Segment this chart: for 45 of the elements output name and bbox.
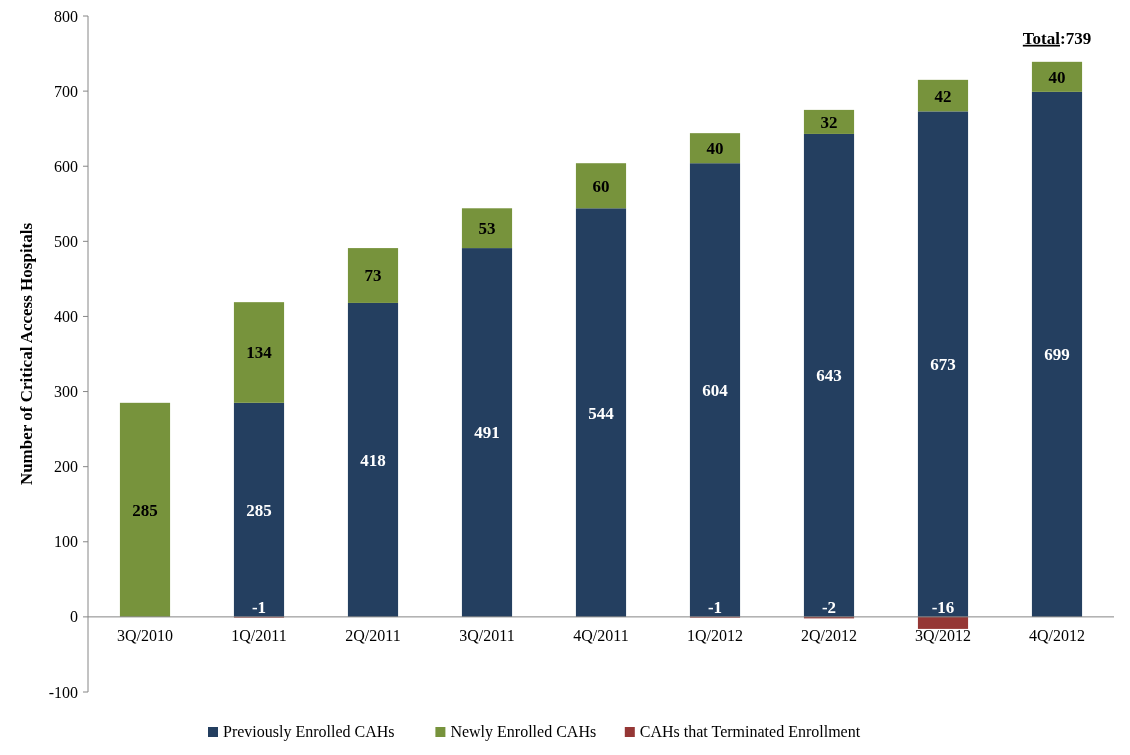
data-label: -1 bbox=[707, 597, 723, 617]
data-label: 134 bbox=[246, 343, 273, 363]
x-tick-label: 3Q/2012 bbox=[915, 626, 971, 644]
data-label: 491 bbox=[474, 423, 500, 443]
data-label: 60 bbox=[592, 176, 610, 196]
annotation: Total:739 bbox=[1022, 28, 1092, 48]
x-tick-label: 4Q/2012 bbox=[1029, 626, 1085, 644]
legend-label: CAHs that Terminated Enrollment bbox=[639, 723, 861, 740]
y-tick-label: 600 bbox=[54, 157, 78, 175]
data-label: 285 bbox=[132, 500, 158, 520]
data-label: 604 bbox=[702, 381, 729, 400]
y-tick-label: 100 bbox=[54, 533, 78, 551]
y-tick-label: 200 bbox=[54, 458, 78, 476]
x-tick-label: 2Q/2011 bbox=[345, 626, 401, 644]
y-tick-label: 700 bbox=[54, 82, 78, 100]
y-tick-label: 500 bbox=[54, 232, 78, 250]
x-tick-label: 3Q/2011 bbox=[459, 626, 515, 644]
y-tick-label: 0 bbox=[70, 608, 78, 626]
data-label: 643 bbox=[816, 366, 842, 386]
data-label: -2 bbox=[821, 597, 837, 617]
data-label: 73 bbox=[364, 266, 382, 286]
data-label: 673 bbox=[930, 355, 956, 375]
y-axis-title: Number of Critical Access Hospitals bbox=[17, 222, 36, 486]
x-tick-label: 2Q/2012 bbox=[801, 626, 857, 644]
data-label: 32 bbox=[820, 112, 838, 132]
x-tick-label: 4Q/2011 bbox=[573, 626, 629, 644]
data-label: 40 bbox=[1048, 67, 1066, 87]
y-tick-label: 800 bbox=[54, 7, 78, 25]
data-label: 699 bbox=[1044, 345, 1070, 365]
x-tick-label: 1Q/2012 bbox=[687, 626, 743, 644]
y-tick-label: -100 bbox=[48, 683, 78, 701]
legend-label: Previously Enrolled CAHs bbox=[223, 723, 395, 741]
data-label: 544 bbox=[588, 403, 615, 423]
legend-label: Newly Enrolled CAHs bbox=[450, 723, 597, 741]
data-label: 53 bbox=[478, 219, 496, 239]
data-label: 418 bbox=[360, 450, 386, 470]
data-label: 40 bbox=[706, 139, 724, 159]
data-label: -1 bbox=[251, 597, 267, 617]
data-label: 42 bbox=[934, 86, 952, 106]
y-tick-label: 400 bbox=[54, 308, 78, 326]
y-tick-label: 300 bbox=[54, 383, 78, 401]
data-label: 285 bbox=[246, 500, 272, 520]
x-tick-label: 3Q/2010 bbox=[117, 626, 173, 644]
x-tick-label: 1Q/2011 bbox=[231, 626, 287, 644]
data-label: -16 bbox=[931, 597, 955, 617]
